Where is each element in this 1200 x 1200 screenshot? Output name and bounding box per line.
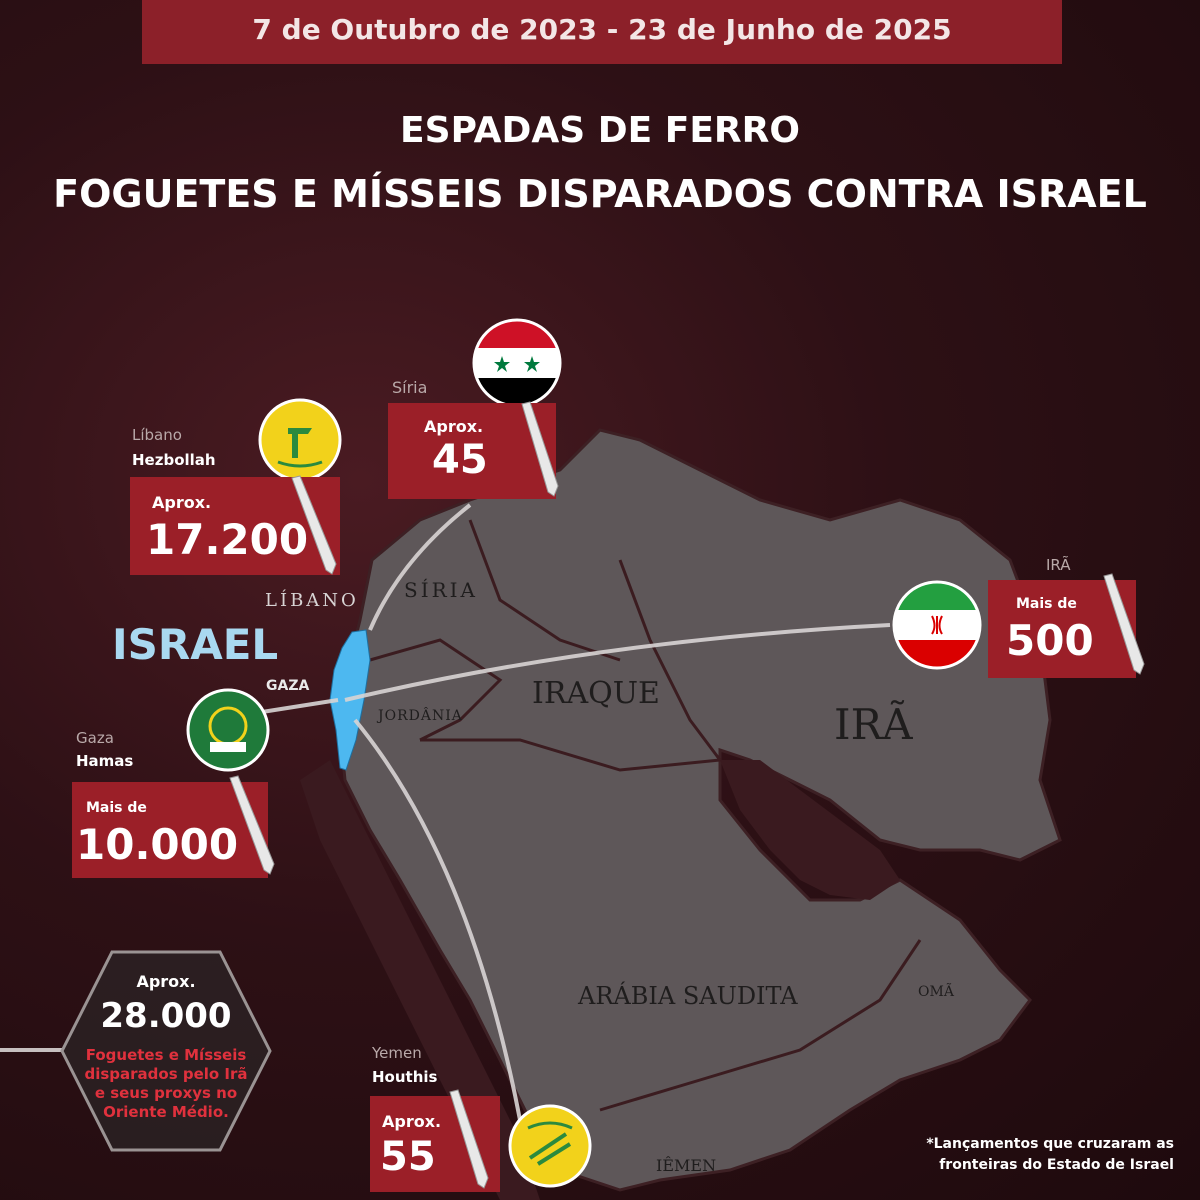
- iran-prefix: Mais de: [1016, 596, 1077, 612]
- iran-count-box: Mais de 500: [988, 580, 1136, 678]
- yemen-missile-icon: [449, 1089, 489, 1189]
- houthi-logo-icon: [508, 1104, 592, 1188]
- syria-prefix: Aprox.: [424, 417, 484, 436]
- gaza-count-box: Mais de 10.000: [72, 782, 268, 878]
- trajectory-yemen: [353, 718, 522, 1121]
- map-label-saudi: ARÁBIA SAUDITA: [578, 982, 798, 1010]
- trajectory-arcs: [0, 503, 891, 1121]
- iran-country-label: IRÃ: [1046, 556, 1071, 574]
- lebanon-group-label: Hezbollah: [132, 451, 216, 469]
- lebanon-country-label: Líbano: [132, 426, 182, 444]
- gaza-value: 10.000: [76, 820, 239, 869]
- saudi-north-border: [420, 738, 721, 772]
- syria-iraq-border: [468, 519, 621, 662]
- lebanon-value: 17.200: [146, 515, 309, 564]
- map-label-oman: OMÃ: [918, 984, 954, 1000]
- map-label-jordan: JORDÂNIA: [378, 708, 463, 724]
- iran-missile-icon: [1103, 573, 1145, 675]
- jordan-border: [369, 638, 503, 742]
- summary-value: 28.000: [100, 996, 232, 1036]
- syria-missile-icon: [521, 401, 559, 497]
- syria-value: 45: [432, 437, 488, 483]
- footnote-line-1: *Lançamentos que cruzaram as: [926, 1136, 1174, 1152]
- red-sea: [300, 760, 540, 1200]
- syria-flag-icon: [472, 318, 562, 408]
- summary-line-2: disparados pelo Irã: [84, 1065, 248, 1083]
- yemen-value: 55: [380, 1134, 436, 1180]
- trajectory-gaza: [261, 698, 339, 714]
- map-label-iran: IRÃ: [834, 700, 913, 749]
- yemen-group-label: Houthis: [372, 1068, 438, 1086]
- yemen-prefix: Aprox.: [382, 1112, 442, 1131]
- date-range-banner: 7 de Outubro de 2023 - 23 de Junho de 20…: [142, 0, 1062, 64]
- persian-gulf: [720, 760, 900, 900]
- summary-hexagon: [60, 950, 272, 1152]
- map-label-lebanon: LÍBANO: [265, 590, 359, 611]
- map-label-israel: ISRAEL: [112, 620, 279, 669]
- syria-country-label: Síria: [392, 378, 428, 397]
- gaza-missile-icon: [229, 775, 275, 875]
- yemen-country-label: Yemen: [372, 1044, 422, 1062]
- map-label-yemen: IÊMEN: [656, 1156, 717, 1175]
- footnote: *Lançamentos que cruzaram as fronteiras …: [820, 1134, 1174, 1176]
- summary-description: Foguetes e Mísseis disparados pelo Irã e…: [60, 1046, 272, 1122]
- summary-line-4: Oriente Médio.: [103, 1103, 229, 1121]
- saudi-yemen-border: [599, 939, 922, 1112]
- summary-prefix: Aprox.: [136, 972, 196, 991]
- map-label-gaza: GAZA: [266, 678, 310, 694]
- summary-line-3: e seus proxys no: [94, 1084, 238, 1102]
- iraq-iran-border: [618, 559, 722, 761]
- title-line-1: ESPADAS DE FERRO: [400, 110, 800, 151]
- iran-flag-icon: [892, 580, 982, 670]
- trajectory-iran: [344, 623, 891, 702]
- map-label-iraq: IRAQUE: [532, 676, 660, 711]
- gaza-group-label: Hamas: [76, 752, 134, 770]
- title-line-2: FOGUETES E MÍSSEIS DISPARADOS CONTRA ISR…: [53, 172, 1147, 216]
- gaza-country-label: Gaza: [76, 729, 114, 747]
- map-label-syria: SÍRIA: [404, 578, 479, 602]
- summary-line-1: Foguetes e Mísseis: [85, 1046, 247, 1064]
- trajectory-syria: [368, 503, 472, 631]
- hezbollah-logo-icon: [258, 398, 342, 482]
- footnote-line-2: fronteiras do Estado de Israel: [939, 1157, 1174, 1173]
- iran-value: 500: [1006, 616, 1094, 665]
- gaza-prefix: Mais de: [86, 800, 147, 816]
- hamas-logo-icon: [186, 688, 270, 772]
- border-lines: [369, 519, 922, 1112]
- lebanon-missile-icon: [291, 475, 337, 575]
- lebanon-prefix: Aprox.: [152, 493, 212, 512]
